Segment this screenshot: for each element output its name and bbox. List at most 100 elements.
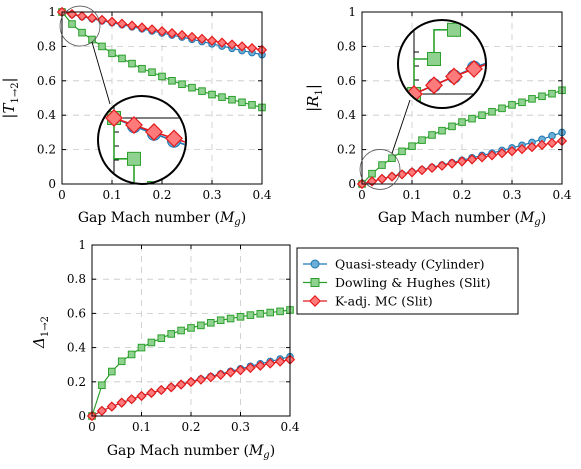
data-point bbox=[408, 142, 416, 150]
data-point bbox=[448, 122, 456, 131]
data-point bbox=[498, 104, 506, 113]
y-tick-label: 0.2 bbox=[37, 143, 56, 157]
x-tick-label: 0 bbox=[88, 420, 96, 434]
chart-bottom: 0 0.1 0.2 0.3 0.4 0 0.2 0.4 0.6 0.8 1 Gap Mach numb… bbox=[30, 238, 300, 461]
data-point bbox=[168, 77, 176, 85]
data-point bbox=[376, 173, 388, 185]
data-point bbox=[236, 313, 245, 321]
data-point bbox=[388, 154, 396, 162]
chart-top-left: 0 0.1 0.2 0.3 0.4 0 0.2 0.4 0.6 0.8 1 Gap Mach numb… bbox=[0, 5, 272, 265]
zoom-region bbox=[59, 5, 111, 105]
data-point bbox=[368, 169, 376, 178]
data-point bbox=[105, 109, 123, 127]
data-point bbox=[208, 90, 216, 99]
data-point bbox=[465, 59, 483, 78]
data-point bbox=[265, 358, 276, 369]
data-point bbox=[167, 330, 175, 338]
x-axis-label: Gap Mach number (Mg) bbox=[107, 443, 275, 461]
y-tick-label: 1 bbox=[48, 5, 56, 19]
y-tick-label: 0 bbox=[78, 409, 86, 423]
x-tick-label: 0.1 bbox=[132, 420, 151, 434]
y-tick-label: 0.4 bbox=[67, 341, 86, 355]
data-point bbox=[206, 143, 222, 159]
data-point bbox=[245, 362, 256, 374]
x-tick-label: 0.3 bbox=[231, 420, 250, 434]
data-point bbox=[427, 52, 441, 66]
y-tick-label: 0.8 bbox=[337, 39, 356, 53]
data-point bbox=[216, 316, 225, 325]
legend-label: Quasi-steady (Cylinder) bbox=[335, 257, 485, 272]
data-point bbox=[447, 22, 461, 37]
data-point bbox=[236, 41, 248, 52]
data-point bbox=[528, 95, 536, 103]
data-point bbox=[118, 54, 126, 63]
data-point bbox=[116, 18, 128, 29]
data-point bbox=[86, 12, 98, 24]
data-point bbox=[195, 374, 207, 385]
data-point bbox=[188, 228, 201, 241]
data-point bbox=[246, 42, 258, 54]
y-tick-label: 0.6 bbox=[67, 306, 86, 320]
data-point bbox=[98, 42, 106, 51]
data-point bbox=[248, 101, 256, 109]
data-point bbox=[446, 158, 458, 169]
data-point bbox=[518, 98, 526, 107]
zoom-region bbox=[359, 99, 411, 190]
data-point bbox=[218, 93, 226, 101]
data-point bbox=[458, 118, 466, 126]
data-point bbox=[418, 136, 426, 144]
data-point bbox=[175, 379, 187, 390]
data-point bbox=[166, 27, 178, 39]
data-point bbox=[166, 382, 177, 393]
y-tick-label: 1 bbox=[348, 5, 356, 19]
data-point bbox=[226, 39, 238, 50]
legend: Quasi-steady (Cylinder) Dowling & Hughes … bbox=[296, 247, 519, 315]
legend-label: Dowling & Hughes (Slit) bbox=[335, 275, 491, 290]
data-point bbox=[478, 111, 486, 120]
zoom-inset bbox=[397, 0, 521, 109]
data-point bbox=[496, 148, 508, 159]
data-point bbox=[215, 369, 226, 380]
data-point bbox=[76, 10, 88, 22]
data-point bbox=[205, 372, 216, 383]
data-point bbox=[106, 401, 117, 412]
data-point bbox=[96, 405, 108, 417]
data-point bbox=[246, 311, 255, 319]
data-point bbox=[126, 394, 137, 405]
data-point bbox=[127, 151, 141, 166]
data-point bbox=[127, 350, 136, 359]
legend-box bbox=[296, 247, 519, 315]
data-point bbox=[276, 307, 284, 316]
data-point bbox=[508, 47, 521, 60]
data-point bbox=[225, 367, 236, 378]
y-tick-label: 0.6 bbox=[37, 74, 56, 88]
x-tick-label: 0.2 bbox=[181, 420, 200, 434]
data-point bbox=[426, 162, 438, 174]
data-point bbox=[208, 252, 221, 265]
data-point bbox=[145, 123, 163, 141]
data-point bbox=[438, 126, 446, 135]
x-axis-label: Gap Mach number (Mg) bbox=[78, 210, 246, 228]
data-point bbox=[197, 321, 205, 330]
data-point bbox=[486, 150, 498, 161]
data-point bbox=[228, 95, 236, 104]
data-point bbox=[156, 26, 168, 37]
x-tick-label: 0.3 bbox=[502, 188, 521, 202]
data-point bbox=[198, 87, 206, 95]
chart-top-right: 0 0.1 0.2 0.3 0.4 0 0.2 0.4 0.6 0.8 1 Gap Mach numb… bbox=[304, 0, 572, 228]
x-tick-label: 0.2 bbox=[452, 188, 471, 202]
data-point bbox=[445, 67, 463, 86]
data-point bbox=[177, 326, 185, 335]
data-point bbox=[185, 376, 197, 388]
data-point bbox=[436, 160, 448, 171]
y-tick-label: 0.6 bbox=[337, 74, 356, 88]
data-point bbox=[548, 89, 556, 98]
data-point bbox=[68, 20, 76, 28]
data-point bbox=[416, 164, 428, 176]
data-point bbox=[508, 101, 516, 109]
x-tick-label: 0.3 bbox=[202, 188, 221, 202]
x-tick-label: 0 bbox=[58, 188, 66, 202]
x-tick-label: 0.1 bbox=[402, 188, 421, 202]
data-point bbox=[137, 343, 146, 352]
data-point bbox=[468, 0, 481, 13]
